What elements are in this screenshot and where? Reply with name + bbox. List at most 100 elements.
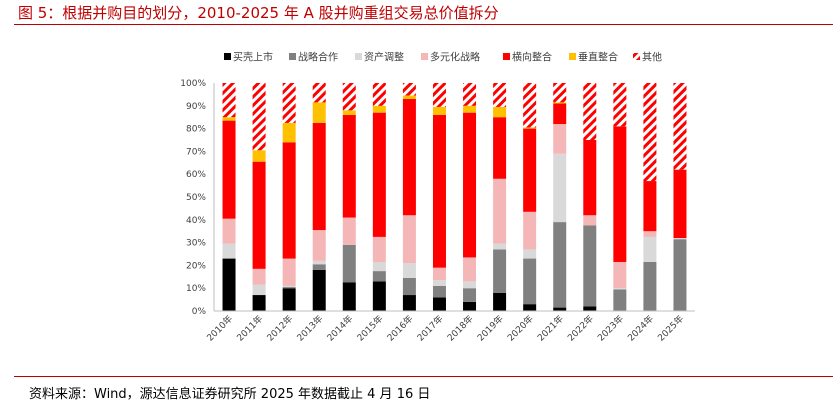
bar-segment [282, 142, 296, 259]
bar-segment [312, 122, 326, 231]
bar-segment [583, 225, 597, 307]
bar-segment [432, 280, 446, 286]
bar-segment [312, 260, 326, 265]
bar-segment [463, 288, 477, 302]
bar-segment [432, 267, 446, 281]
bar-segment [673, 169, 687, 239]
bar-segment [523, 211, 537, 250]
bar-segment [312, 102, 326, 123]
x-tick-label: 2012年 [264, 313, 295, 344]
bar-segment [252, 161, 266, 269]
source-note: 资料来源：Wind，源达信息证券研究所 2025 年数据截止 4 月 16 日 [29, 387, 431, 402]
x-tick-label: 2019年 [475, 313, 506, 344]
bar-segment [282, 285, 296, 288]
bar-segment [493, 243, 507, 250]
y-tick-label: 40% [186, 216, 206, 226]
title-rule [14, 24, 833, 25]
x-tick-label: 2024年 [625, 313, 656, 344]
bar-segment [342, 110, 356, 115]
bar-segment [222, 243, 236, 259]
bar-segment [643, 236, 657, 262]
bar-segment [673, 239, 687, 311]
bar-segment [312, 269, 326, 311]
x-tick-label: 2017年 [415, 313, 446, 344]
legend: 买壳上市 战略合作 资产调整 多元化战略 横向整合 垂直整合 其他 [224, 51, 662, 64]
x-tick-label: 2020年 [505, 313, 536, 344]
bar-segment [252, 83, 266, 151]
bar-segment [613, 288, 627, 290]
legend-label: 资产调整 [364, 51, 404, 64]
source-rule [14, 376, 833, 377]
bar-segment [463, 281, 477, 289]
bar-segment [583, 83, 597, 140]
bar-segment [342, 282, 356, 311]
bar-segment [523, 127, 537, 129]
x-tick-label: 2025年 [655, 313, 686, 344]
bar-segment [613, 126, 627, 262]
y-tick-label: 50% [186, 193, 206, 203]
x-tick-label: 2016年 [384, 313, 415, 344]
bar-segment [463, 257, 477, 282]
y-tick-label: 80% [186, 125, 206, 135]
bar-segment [372, 281, 386, 311]
legend-swatch [503, 53, 510, 60]
bar-segment [493, 249, 507, 293]
bar-segment [282, 122, 296, 143]
bar-segment [372, 105, 386, 113]
bar-segment [583, 215, 597, 226]
legend-swatch [289, 53, 296, 60]
bar-segment [342, 217, 356, 245]
legend-swatch [633, 53, 640, 60]
legend-swatch [421, 53, 428, 60]
bar-segment [583, 306, 597, 311]
bar-segment [402, 95, 416, 99]
bar-segment [312, 230, 326, 261]
y-tick-label: 70% [186, 147, 206, 157]
bar-segment [252, 150, 266, 162]
bar-segment [553, 102, 567, 104]
x-tick-label: 2014年 [324, 313, 355, 344]
bar-segment [312, 264, 326, 270]
bar-segment [643, 181, 657, 232]
bar-segment [553, 307, 567, 311]
bar-segment [463, 105, 477, 113]
bar-segment [282, 258, 296, 286]
y-tick-label: 60% [186, 170, 206, 180]
bar-segment [372, 83, 386, 106]
bar-segment [553, 153, 567, 223]
bar-segment [613, 289, 627, 311]
bar-segment [523, 128, 537, 212]
x-tick-label: 2021年 [535, 313, 566, 344]
bar-segment [342, 83, 356, 111]
bar-segment [402, 215, 416, 264]
bar-segment [493, 117, 507, 179]
bar-segment [432, 285, 446, 298]
bar-segment [432, 114, 446, 268]
x-tick-label: 2023年 [595, 313, 626, 344]
bar-segment [553, 124, 567, 154]
legend-label: 战略合作 [298, 51, 338, 64]
legend-label: 其他 [642, 51, 662, 64]
bar-segment [252, 268, 266, 285]
bar-segment [613, 261, 627, 289]
bar-segment [523, 83, 537, 128]
legend-label: 多元化战略 [430, 51, 480, 64]
figure-title: 图 5：根据并购目的划分，2010-2025 年 A 股并购重组交易总价值拆分 [18, 4, 499, 22]
bar-segment [252, 284, 266, 296]
bar-segment [463, 301, 477, 311]
y-tick-label: 0% [192, 307, 207, 317]
bar-segment [643, 261, 657, 311]
bar-segment [463, 83, 477, 106]
bar-segment [402, 83, 416, 96]
x-tick-label: 2018年 [445, 313, 476, 344]
stacked-bar-chart: 买壳上市 战略合作 资产调整 多元化战略 横向整合 垂直整合 其他 0% 10% 20% 30% 4… [180, 51, 695, 344]
legend-swatch [224, 53, 231, 60]
bar-segment [342, 244, 356, 283]
bar-segment [493, 178, 507, 244]
bar-segment [493, 83, 507, 107]
bar-segment [282, 83, 296, 123]
x-tick-label: 2015年 [354, 313, 385, 344]
bar-segment [372, 261, 386, 272]
x-tick-label: 2022年 [565, 313, 596, 344]
bar-segment [673, 83, 687, 170]
